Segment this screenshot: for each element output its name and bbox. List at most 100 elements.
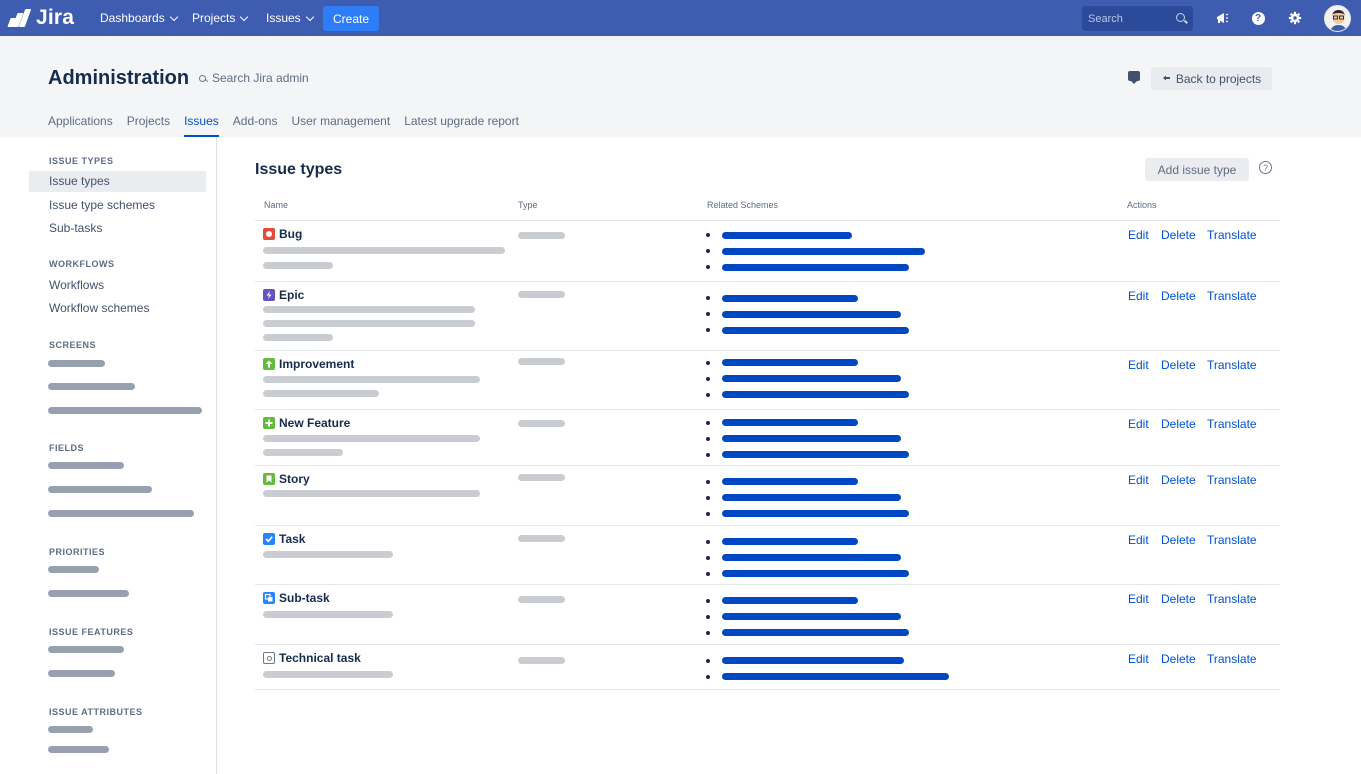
table-row: Technical task Edit Delete Translate: [255, 644, 1280, 689]
related-scheme-link[interactable]: [722, 435, 901, 442]
related-scheme-link[interactable]: [722, 494, 901, 501]
back-to-projects-button[interactable]: Back to projects: [1151, 67, 1272, 90]
tab-add-ons[interactable]: Add-ons: [232, 114, 278, 128]
delete-link[interactable]: Delete: [1161, 473, 1196, 487]
global-search-input[interactable]: [1088, 12, 1172, 25]
settings-gear-icon[interactable]: [1287, 10, 1303, 26]
scheme-bullet: [706, 233, 710, 237]
subtask-icon: [263, 592, 275, 604]
user-avatar[interactable]: [1324, 5, 1351, 32]
admin-search[interactable]: Search Jira admin: [199, 71, 309, 85]
translate-link[interactable]: Translate: [1207, 473, 1257, 487]
nav-projects[interactable]: Projects: [192, 0, 249, 36]
table-row: Epic Edit Delete Translate: [255, 281, 1280, 350]
sidebar-placeholder-item[interactable]: [48, 486, 152, 493]
delete-link[interactable]: Delete: [1161, 228, 1196, 242]
nav-dashboards[interactable]: Dashboards: [100, 0, 178, 36]
notifications-icon[interactable]: [1214, 10, 1230, 26]
tab-issues[interactable]: Issues: [184, 114, 219, 137]
delete-link[interactable]: Delete: [1161, 417, 1196, 431]
scheme-bullet: [706, 361, 710, 365]
related-scheme-link[interactable]: [722, 657, 904, 664]
related-scheme-link[interactable]: [722, 391, 909, 398]
tab-projects[interactable]: Projects: [126, 114, 171, 128]
related-scheme-link[interactable]: [722, 570, 909, 577]
related-scheme-link[interactable]: [722, 478, 858, 485]
edit-link[interactable]: Edit: [1128, 417, 1149, 431]
related-scheme-link[interactable]: [722, 613, 901, 620]
help-question-icon[interactable]: ?: [1259, 161, 1272, 174]
feedback-icon[interactable]: [1128, 71, 1140, 84]
related-scheme-link[interactable]: [722, 673, 949, 680]
issue-type-name[interactable]: Task: [263, 532, 305, 546]
related-scheme-link[interactable]: [722, 375, 901, 382]
edit-link[interactable]: Edit: [1128, 473, 1149, 487]
tab-latest-upgrade-report[interactable]: Latest upgrade report: [404, 114, 519, 128]
edit-link[interactable]: Edit: [1128, 652, 1149, 666]
edit-link[interactable]: Edit: [1128, 358, 1149, 372]
related-scheme-link[interactable]: [722, 554, 901, 561]
related-scheme-link[interactable]: [722, 311, 901, 318]
issue-type-name[interactable]: Technical task: [263, 651, 361, 665]
sidebar-item-issue-type-schemes[interactable]: Issue type schemes: [49, 198, 156, 212]
edit-link[interactable]: Edit: [1128, 592, 1149, 606]
translate-link[interactable]: Translate: [1207, 417, 1257, 431]
related-scheme-link[interactable]: [722, 359, 858, 366]
sidebar-placeholder-item[interactable]: [48, 646, 124, 653]
sidebar-placeholder-item[interactable]: [48, 566, 99, 573]
sidebar-placeholder-item[interactable]: [48, 360, 105, 367]
sidebar-placeholder-item[interactable]: [48, 407, 202, 414]
sidebar-item-issue-types[interactable]: Issue types: [29, 171, 206, 192]
related-scheme-link[interactable]: [722, 295, 858, 302]
translate-link[interactable]: Translate: [1207, 652, 1257, 666]
delete-link[interactable]: Delete: [1161, 592, 1196, 606]
sidebar-item-sub-tasks[interactable]: Sub-tasks: [49, 221, 103, 235]
issue-type-name[interactable]: Story: [263, 472, 310, 486]
related-scheme-link[interactable]: [722, 232, 852, 239]
sidebar-item-workflows[interactable]: Workflows: [49, 278, 105, 292]
sidebar-placeholder-item[interactable]: [48, 462, 124, 469]
related-scheme-link[interactable]: [722, 629, 909, 636]
related-scheme-link[interactable]: [722, 451, 909, 458]
add-issue-type-button[interactable]: Add issue type: [1145, 158, 1249, 181]
nav-issues[interactable]: Issues: [266, 0, 314, 36]
delete-link[interactable]: Delete: [1161, 358, 1196, 372]
issue-type-name[interactable]: Sub-task: [263, 591, 330, 605]
tab-applications[interactable]: Applications: [48, 114, 113, 128]
translate-link[interactable]: Translate: [1207, 533, 1257, 547]
related-scheme-link[interactable]: [722, 264, 909, 271]
page-title: Administration: [48, 67, 190, 89]
sidebar-placeholder-item[interactable]: [48, 726, 93, 733]
delete-link[interactable]: Delete: [1161, 652, 1196, 666]
edit-link[interactable]: Edit: [1128, 228, 1149, 242]
issue-type-name[interactable]: New Feature: [263, 416, 350, 430]
related-scheme-link[interactable]: [722, 538, 858, 545]
jira-logo[interactable]: Jira: [7, 0, 89, 36]
sidebar-placeholder-item[interactable]: [48, 746, 109, 753]
translate-link[interactable]: Translate: [1207, 228, 1257, 242]
delete-link[interactable]: Delete: [1161, 533, 1196, 547]
global-search[interactable]: [1082, 6, 1193, 31]
translate-link[interactable]: Translate: [1207, 358, 1257, 372]
edit-link[interactable]: Edit: [1128, 289, 1149, 303]
related-scheme-link[interactable]: [722, 419, 858, 426]
issue-type-name[interactable]: Improvement: [263, 357, 354, 371]
issue-type-name[interactable]: Epic: [263, 288, 304, 302]
sidebar-placeholder-item[interactable]: [48, 383, 135, 390]
delete-link[interactable]: Delete: [1161, 289, 1196, 303]
related-scheme-link[interactable]: [722, 510, 909, 517]
create-button[interactable]: Create: [323, 6, 379, 31]
sidebar-placeholder-item[interactable]: [48, 670, 115, 677]
translate-link[interactable]: Translate: [1207, 592, 1257, 606]
sidebar-placeholder-item[interactable]: [48, 590, 129, 597]
help-icon[interactable]: ?: [1250, 10, 1266, 26]
sidebar-placeholder-item[interactable]: [48, 510, 194, 517]
related-scheme-link[interactable]: [722, 597, 858, 604]
edit-link[interactable]: Edit: [1128, 533, 1149, 547]
related-scheme-link[interactable]: [722, 327, 909, 334]
translate-link[interactable]: Translate: [1207, 289, 1257, 303]
issue-type-name[interactable]: Bug: [263, 227, 302, 241]
sidebar-item-workflow-schemes[interactable]: Workflow schemes: [49, 301, 150, 315]
related-scheme-link[interactable]: [722, 248, 925, 255]
tab-user-management[interactable]: User management: [291, 114, 391, 128]
